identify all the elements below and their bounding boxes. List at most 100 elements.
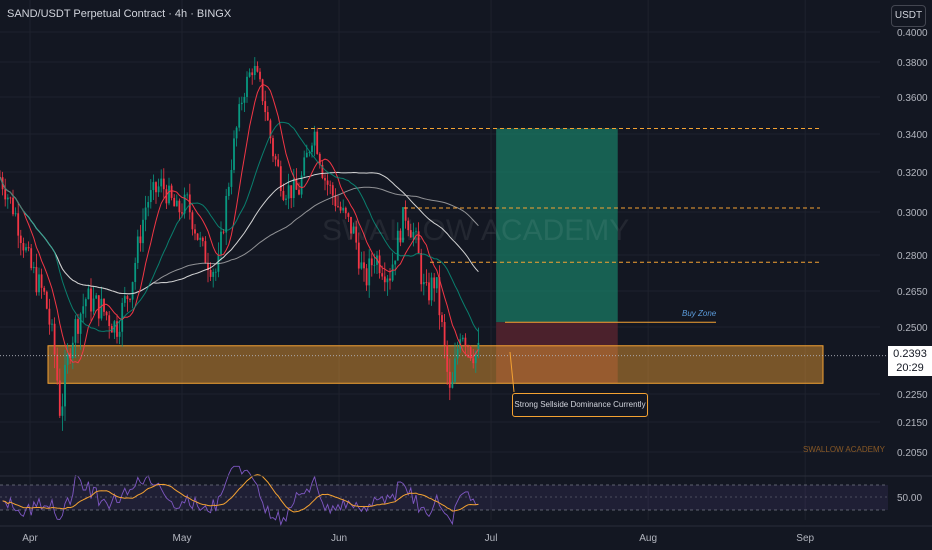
- price-axis[interactable]: 0.4000 0.3800 0.3600 0.3400 0.3200 0.3000 0.28…: [897, 28, 928, 504]
- candle-body: [139, 236, 142, 244]
- candle-body: [342, 207, 345, 211]
- candle-body: [266, 112, 269, 121]
- watermark-small: SWALLOW ACADEMY: [803, 445, 885, 454]
- sma-longer-line: [0, 177, 479, 295]
- candle-body: [425, 282, 428, 283]
- candle-body: [246, 76, 248, 97]
- candle-body: [277, 159, 280, 167]
- candle-body: [222, 231, 225, 233]
- candle-body: [472, 358, 475, 364]
- candle-body: [121, 302, 124, 332]
- candle-body: [428, 282, 430, 301]
- currency-button[interactable]: USDT: [891, 5, 926, 27]
- candle-body: [368, 258, 371, 286]
- candle-body: [389, 278, 391, 281]
- candle-body: [160, 178, 163, 187]
- candle-body: [313, 131, 316, 146]
- candle-body: [339, 206, 342, 211]
- candle-body: [370, 258, 373, 266]
- candle-body: [90, 288, 92, 312]
- candle-body: [238, 104, 241, 128]
- candle-body: [402, 207, 404, 243]
- candle-body: [464, 337, 467, 347]
- candles: [0, 57, 480, 431]
- candle-body: [451, 381, 454, 388]
- candle-body: [420, 253, 423, 285]
- candle-body: [43, 287, 46, 292]
- candle-body: [79, 313, 82, 334]
- candle-body: [404, 207, 407, 221]
- candle-body: [295, 178, 298, 190]
- candle-body: [326, 180, 329, 185]
- candle-body: [272, 138, 274, 157]
- candle-body: [27, 247, 30, 249]
- candle-body: [474, 351, 477, 364]
- time-tick-label: Jun: [331, 533, 347, 544]
- price-tick-label: 0.2050: [897, 448, 928, 459]
- candle-body: [61, 406, 64, 416]
- candle-body: [87, 288, 90, 300]
- candle-body: [311, 145, 313, 152]
- price-tick-label: 0.3200: [897, 168, 928, 179]
- candle-body: [51, 323, 53, 325]
- candle-body: [209, 269, 212, 277]
- candle-body: [415, 231, 417, 233]
- time-tick-label: May: [173, 533, 192, 544]
- candle-body: [407, 220, 410, 231]
- candle-body: [196, 233, 199, 240]
- candle-body: [287, 185, 290, 199]
- candle-body: [279, 166, 282, 191]
- target-area: [496, 128, 618, 323]
- candle-body: [227, 186, 230, 196]
- price-levels: [0, 127, 888, 393]
- rsi-ma-line: [2, 474, 479, 513]
- callout-pointer: [509, 351, 515, 393]
- candle-body: [207, 263, 209, 270]
- candle-body: [66, 353, 69, 365]
- candle-body: [40, 274, 43, 288]
- candle-body: [285, 198, 287, 200]
- candle-body: [103, 298, 105, 312]
- candle-body: [126, 296, 129, 300]
- candle-body: [344, 207, 347, 214]
- candle-body: [199, 237, 202, 240]
- candle-body: [19, 235, 22, 244]
- candle-body: [417, 231, 420, 254]
- candle-body: [422, 282, 425, 285]
- candle-body: [352, 226, 355, 234]
- price-tick-label: 0.2650: [897, 287, 928, 298]
- candle-body: [48, 308, 51, 325]
- candle-body: [274, 156, 277, 160]
- candle-body: [261, 79, 264, 102]
- price-tick-label: 0.3000: [897, 208, 928, 219]
- price-tick-label: 0.3600: [897, 93, 928, 104]
- candle-body: [32, 266, 35, 269]
- candle-body: [173, 197, 176, 207]
- candle-body: [469, 346, 472, 359]
- candle-body: [142, 219, 144, 244]
- candle-body: [467, 346, 469, 348]
- candle-body: [220, 231, 222, 255]
- candle-body: [373, 264, 376, 266]
- candle-body: [357, 242, 360, 269]
- candle-body: [188, 194, 191, 213]
- candle-body: [4, 189, 7, 200]
- time-tick-label: Apr: [22, 533, 38, 544]
- price-tick-label: 0.2150: [897, 418, 928, 429]
- candle-body: [170, 185, 173, 198]
- candle-body: [108, 315, 111, 327]
- candle-body: [212, 271, 215, 277]
- candle-body: [264, 101, 267, 113]
- candle-body: [438, 277, 441, 316]
- candle-body: [116, 321, 118, 337]
- current-price-value: 0.2393: [893, 348, 927, 360]
- candle-body: [71, 342, 74, 359]
- candle-body: [329, 184, 332, 186]
- candle-body: [201, 237, 204, 242]
- candle-body: [360, 262, 363, 269]
- candle-body: [321, 164, 324, 179]
- candle-body: [178, 200, 181, 213]
- time-axis[interactable]: Apr May Jun Jul Aug Sep: [0, 525, 932, 544]
